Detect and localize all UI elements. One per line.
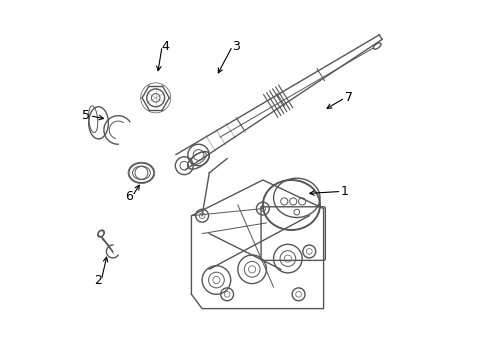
Text: 5: 5 (82, 109, 90, 122)
Text: 4: 4 (162, 40, 170, 53)
Text: 1: 1 (341, 185, 349, 198)
Text: 7: 7 (344, 91, 353, 104)
Text: 6: 6 (125, 190, 133, 203)
Text: 3: 3 (232, 40, 240, 53)
Text: 2: 2 (94, 274, 102, 287)
